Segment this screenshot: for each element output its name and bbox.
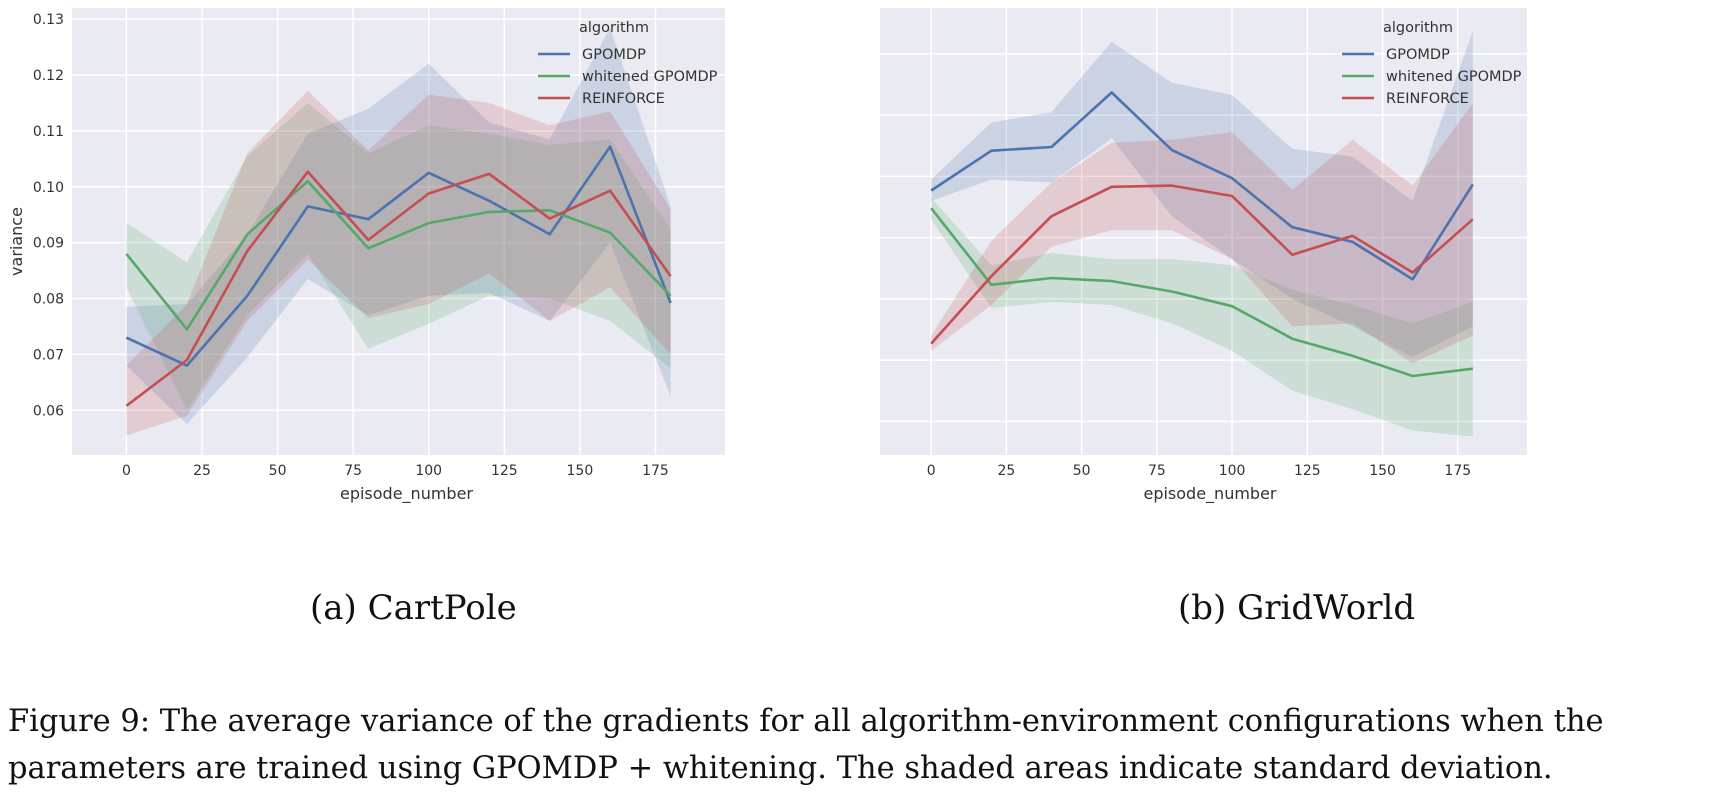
figure-caption: Figure 9: The average variance of the gr… <box>8 698 1720 792</box>
plot-group: 02550751001251501750.040.050.060.070.080… <box>880 8 1527 504</box>
chart-cartpole: 0 25 50 75 100 125 150 175 0.06 0.07 0.08 0.09 0.10 0… <box>7 8 725 504</box>
chart-gridworld: 02550751001251501750.040.050.060.070.080… <box>880 8 1527 504</box>
x-axis-label: episode_number <box>1143 484 1276 504</box>
x-tick-label: 75 <box>344 463 362 479</box>
plot-area <box>72 8 725 455</box>
x-tick-label: 25 <box>997 463 1015 479</box>
x-tick-label: 175 <box>642 463 669 479</box>
std-band-reinforce <box>126 90 671 436</box>
x-tick-label: 25 <box>193 463 211 479</box>
x-tick-label: 150 <box>567 463 594 479</box>
legend: algorithm GPOMDP whitened GPOMDP REINFORCE <box>1342 20 1522 107</box>
x-tick-label: 175 <box>1444 463 1471 479</box>
y-tick-label: 0.09 <box>33 236 64 252</box>
std-band-gpomdp <box>931 31 1473 358</box>
series-line-reinforce <box>125 170 672 407</box>
y-tick-label: 0.13 <box>33 12 64 28</box>
x-tick-label: 125 <box>1294 463 1321 479</box>
legend-title: algorithm <box>1383 20 1453 36</box>
series-line-whitened-gpomdp <box>930 207 1473 378</box>
std-band-whitened-gpomdp <box>126 103 671 411</box>
series-line-reinforce <box>930 184 1474 345</box>
legend-title: algorithm <box>579 20 649 36</box>
legend-label: GPOMDP <box>582 47 646 63</box>
x-tick-label: 125 <box>491 463 518 479</box>
legend-label: GPOMDP <box>1386 47 1450 63</box>
plot-group: 0 25 50 75 100 125 150 175 0.06 0.07 0.08 0.09 0.10 0… <box>7 8 725 504</box>
y-tick-label: 0.06 <box>33 403 64 419</box>
std-band-whitened-gpomdp <box>931 197 1473 437</box>
plot-area <box>880 8 1527 455</box>
x-tick-label: 0 <box>927 463 936 479</box>
y-tick-label: 0.12 <box>33 68 64 84</box>
y-axis-label: variance <box>7 207 26 276</box>
std-band-reinforce <box>931 102 1473 364</box>
legend-label: whitened GPOMDP <box>582 69 718 85</box>
x-tick-label: 100 <box>1219 463 1246 479</box>
series-line-whitened-gpomdp <box>125 179 672 331</box>
legend: algorithm GPOMDP whitened GPOMDP REINFORCE <box>538 20 718 107</box>
subcaption-gridworld: (b) GridWorld <box>1178 588 1416 628</box>
std-band-gpomdp <box>126 27 671 425</box>
x-tick-label: 75 <box>1148 463 1166 479</box>
x-tick-label: 50 <box>269 463 287 479</box>
caption-line-1: Figure 9: The average variance of the gr… <box>8 704 1604 739</box>
y-tick-label: 0.08 <box>33 292 64 308</box>
y-tick-label: 0.11 <box>33 124 64 140</box>
y-tick-label: 0.10 <box>33 180 64 196</box>
legend-label: REINFORCE <box>1386 91 1469 107</box>
x-tick-label: 50 <box>1073 463 1091 479</box>
x-tick-label: 150 <box>1369 463 1396 479</box>
subcaption-cartpole: (a) CartPole <box>310 588 517 628</box>
series-line-gpomdp <box>930 91 1474 281</box>
x-tick-label: 0 <box>122 463 131 479</box>
x-axis-label: episode_number <box>340 484 473 504</box>
legend-label: REINFORCE <box>582 91 665 107</box>
x-tick-label: 100 <box>415 463 442 479</box>
caption-line-2: parameters are trained using GPOMDP + wh… <box>8 751 1553 786</box>
series-line-gpomdp <box>125 145 672 367</box>
y-tick-label: 0.07 <box>33 347 64 363</box>
legend-label: whitened GPOMDP <box>1386 69 1522 85</box>
